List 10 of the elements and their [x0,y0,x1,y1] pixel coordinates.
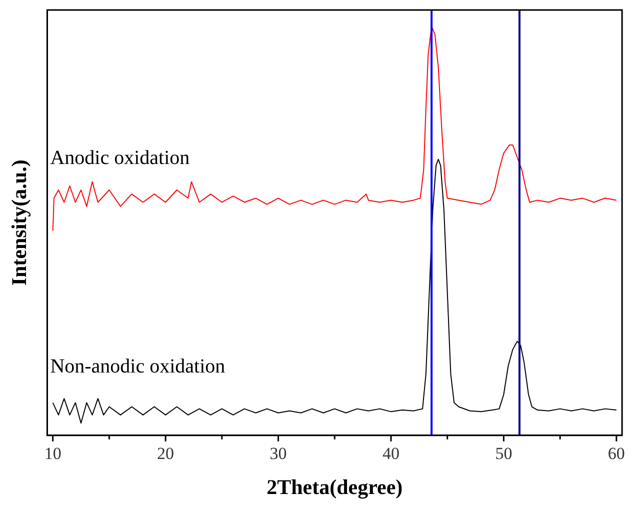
x-tick-label: 30 [270,444,287,464]
x-tick-label: 50 [495,444,512,464]
x-tick-label: 20 [157,444,174,464]
series-label: Non-anodic oxidation [50,356,226,378]
x-tick-label: 60 [608,444,625,464]
x-tick-label: 10 [44,444,62,464]
x-axis-title: 2Theta(degree) [266,474,403,499]
series-label: Anodic oxidation [50,146,190,169]
x-tick-label: 40 [382,444,400,464]
y-axis-title: Intensity(a.u.) [7,160,32,286]
